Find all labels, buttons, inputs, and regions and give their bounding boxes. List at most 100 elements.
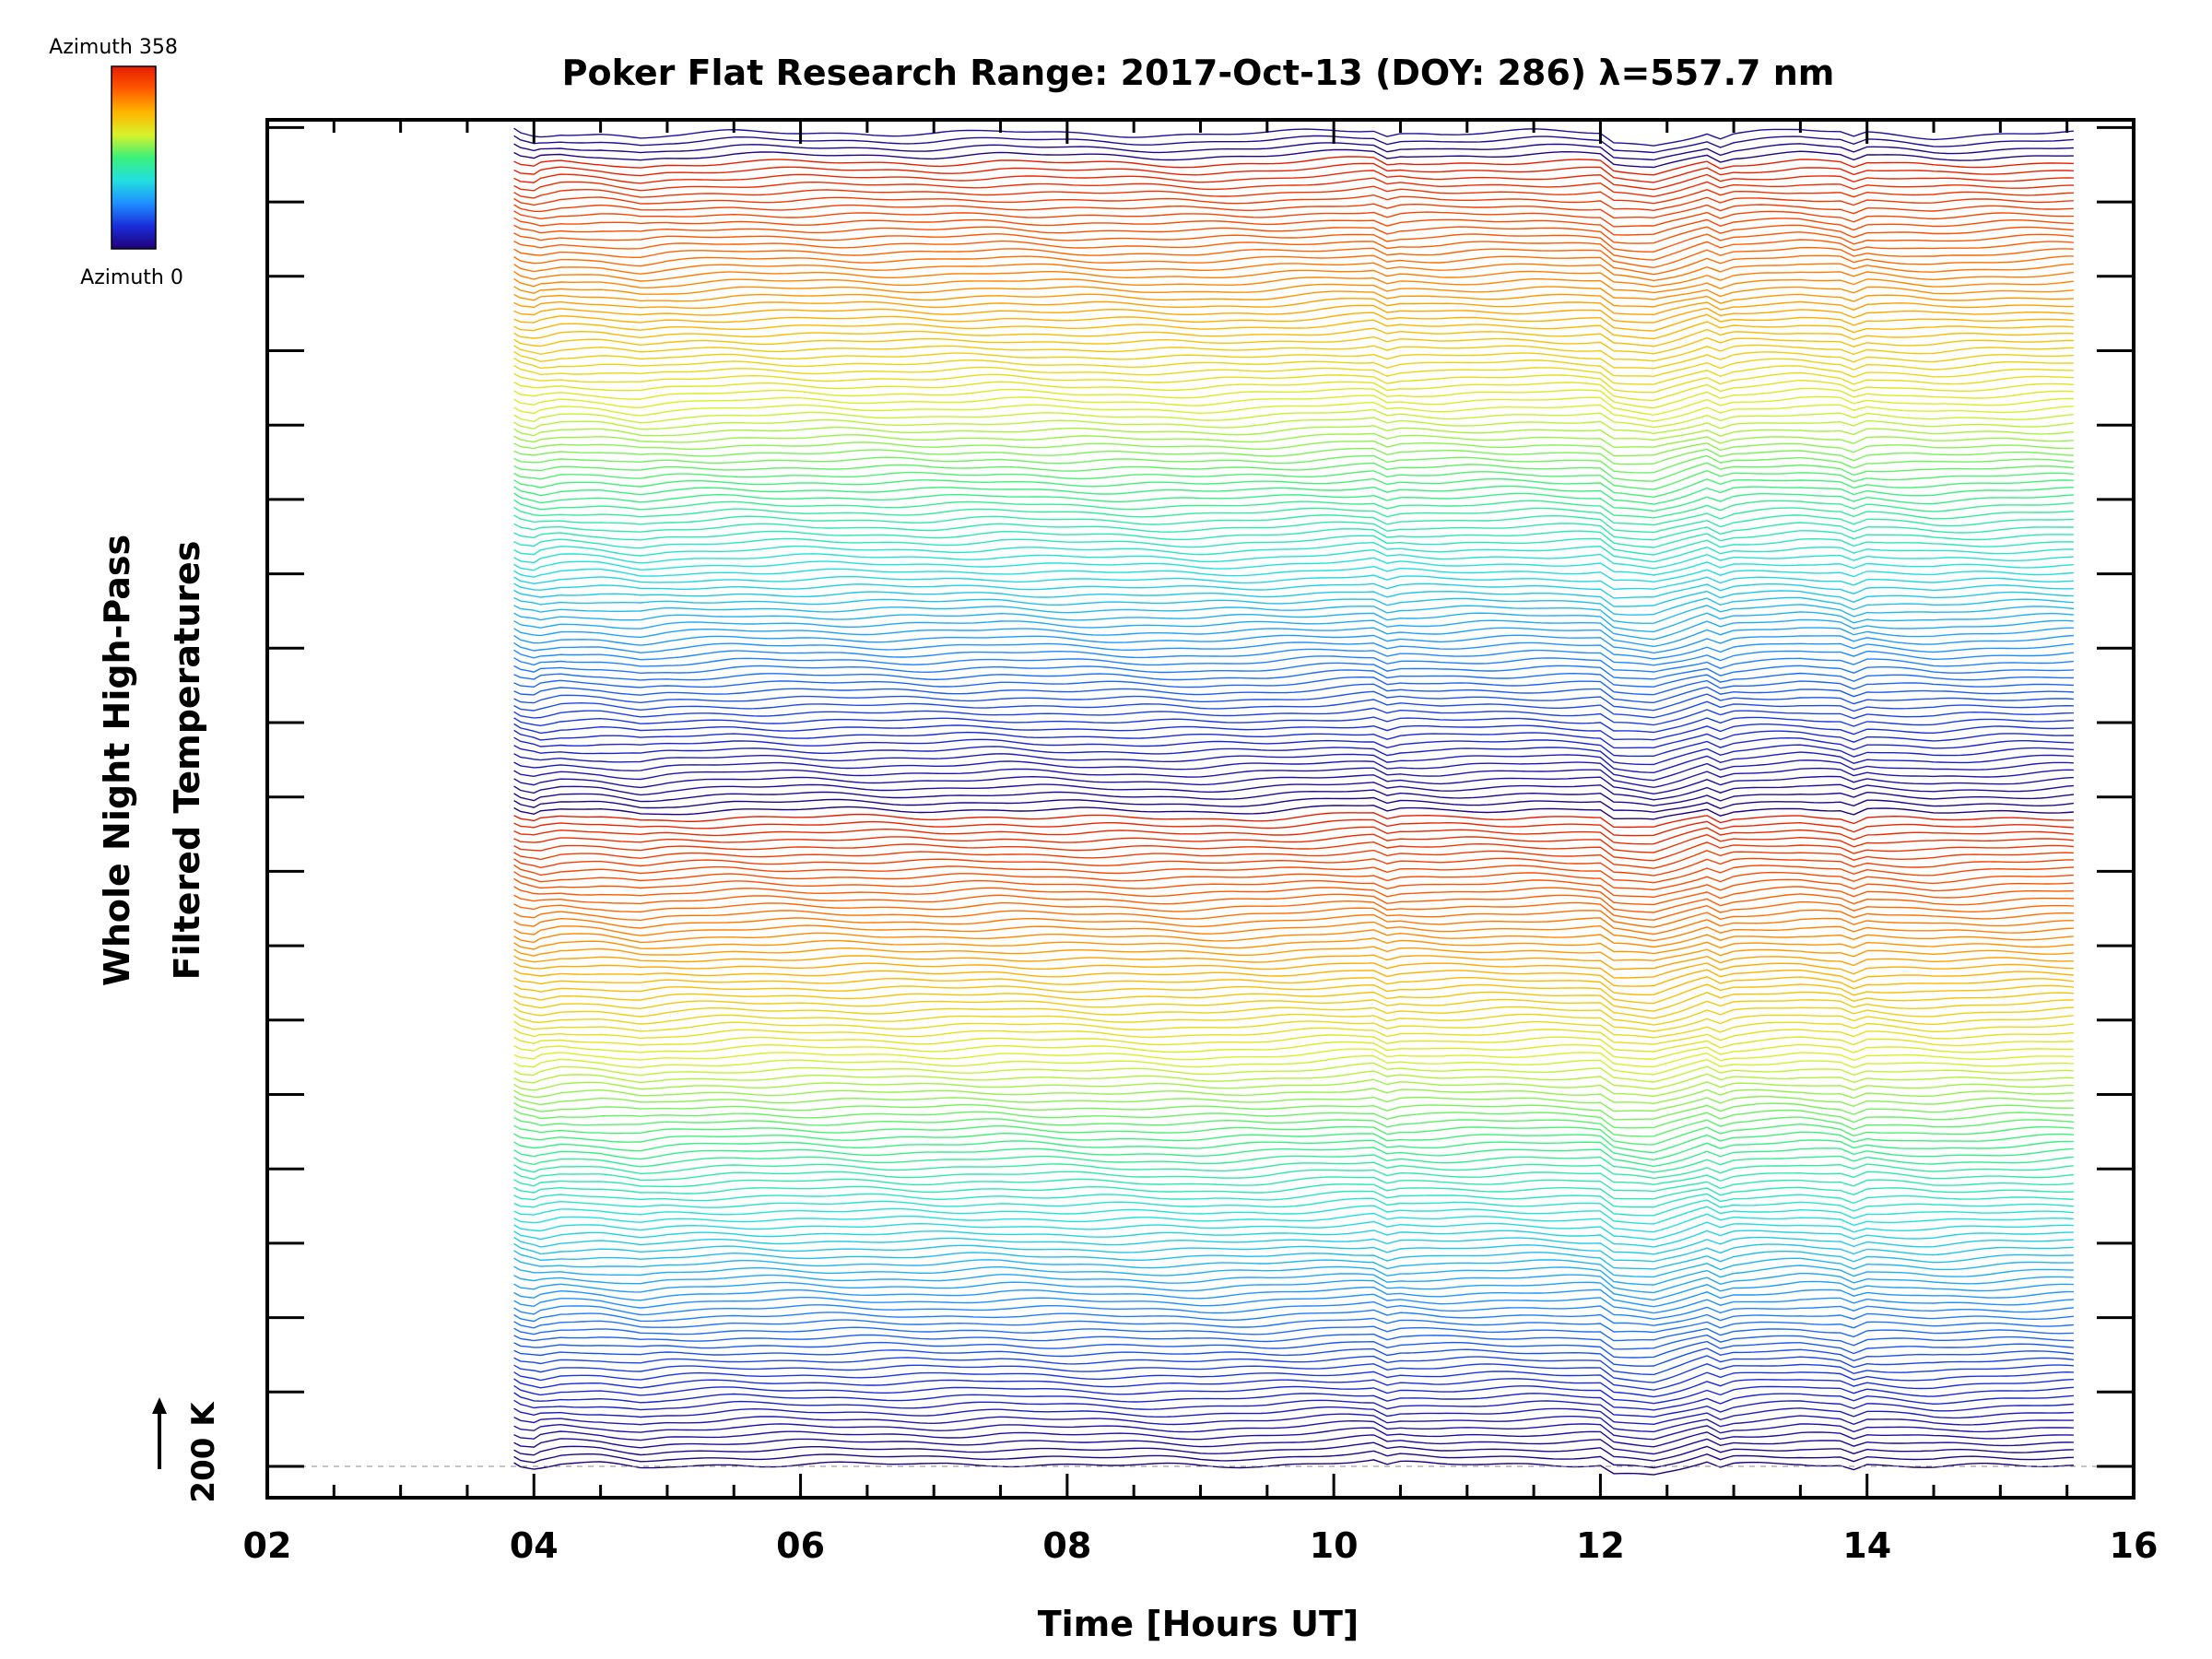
trace-line <box>513 1176 2074 1193</box>
trace-line <box>513 1347 2074 1367</box>
trace-line <box>513 1250 2074 1270</box>
x-tick-label: 04 <box>510 1525 559 1566</box>
trace-line <box>513 1265 2074 1286</box>
trace-line <box>513 148 2074 169</box>
trace-line <box>513 1006 2074 1026</box>
trace-line <box>513 662 2074 680</box>
colorbar-top-label: Azimuth 358 <box>49 36 178 59</box>
trace-line <box>513 729 2074 749</box>
trace-line <box>513 548 2074 570</box>
trace-line <box>513 1459 2074 1476</box>
trace-line <box>513 371 2074 394</box>
trace-line <box>513 907 2074 928</box>
trace-line <box>513 535 2074 556</box>
trace-line <box>513 796 2074 813</box>
trace-line <box>513 707 2074 726</box>
trace-line <box>513 344 2074 362</box>
trace-line <box>513 203 2074 219</box>
trace-line <box>513 789 2074 807</box>
trace-line <box>513 506 2074 526</box>
trace-line <box>513 1427 2074 1448</box>
trace-line <box>513 492 2074 512</box>
trace-line <box>513 1020 2074 1039</box>
trace-line <box>513 394 2074 416</box>
trace-line <box>513 574 2074 591</box>
azimuth-colorbar-legend: Azimuth 358 Azimuth 0 <box>49 36 183 289</box>
trace-line <box>513 1048 2074 1068</box>
trace-line <box>513 774 2074 795</box>
trace-line <box>513 976 2074 995</box>
trace-line <box>513 618 2074 641</box>
trace-line <box>513 224 2074 244</box>
colorbar-bottom-label: Azimuth 0 <box>80 266 183 289</box>
trace-line <box>513 877 2074 899</box>
trace-line <box>513 217 2074 236</box>
trace-line <box>513 262 2074 282</box>
trace-line <box>513 1325 2074 1342</box>
trace-line <box>513 1161 2074 1180</box>
trace-line <box>513 818 2074 837</box>
x-axis-label: Time [Hours UT] <box>1038 1604 1359 1644</box>
trace-line <box>513 604 2074 625</box>
trace-line <box>513 283 2074 300</box>
trace-line <box>513 541 2074 563</box>
trace-line <box>513 379 2074 402</box>
trace-line <box>513 142 2074 161</box>
trace-line <box>513 1378 2074 1398</box>
trace-line <box>513 1242 2074 1263</box>
trace-line <box>513 319 2074 340</box>
trace-line <box>513 514 2074 534</box>
trace-line <box>513 759 2074 782</box>
trace-line <box>513 210 2074 228</box>
scale-bar-label: 200 K <box>185 1401 222 1503</box>
trace-line <box>513 1197 2074 1217</box>
trace-line <box>513 857 2074 877</box>
trace-line <box>513 991 2074 1012</box>
trace-line <box>513 1070 2074 1090</box>
trace-line <box>513 432 2074 449</box>
trace-line <box>513 1095 2074 1112</box>
trace-line <box>513 358 2074 378</box>
trace-line <box>513 641 2074 660</box>
trace-line <box>513 462 2074 482</box>
trace-line <box>513 1190 2074 1208</box>
trace-line <box>513 269 2074 288</box>
trace-line <box>513 998 2074 1019</box>
trace-line <box>513 1154 2074 1173</box>
trace-line <box>513 499 2074 519</box>
trace-line <box>513 849 2074 869</box>
trace-line <box>513 826 2074 845</box>
trace-line <box>513 1406 2074 1426</box>
trace-line <box>513 557 2074 576</box>
trace-line <box>513 582 2074 599</box>
trace-line <box>513 655 2074 673</box>
trace-line <box>513 913 2074 935</box>
trace-line <box>513 1027 2074 1045</box>
trace-line <box>513 335 2074 355</box>
trace-line <box>513 254 2074 276</box>
trace-line <box>513 135 2074 154</box>
trace-line <box>513 983 2074 1005</box>
trace-line <box>513 162 2074 183</box>
trace-line <box>513 596 2074 616</box>
trace-line <box>513 521 2074 541</box>
trace-line <box>513 1230 2074 1248</box>
trace-line <box>513 304 2074 324</box>
trace-line <box>513 954 2074 971</box>
trace-line <box>513 921 2074 942</box>
trace-line <box>513 716 2074 734</box>
trace-line <box>513 744 2074 766</box>
trace-line <box>513 1220 2074 1241</box>
y-axis-ticks <box>267 125 2134 1468</box>
trace-line <box>513 454 2074 474</box>
trace-line <box>513 425 2074 441</box>
trace-line <box>513 127 2074 147</box>
trace-line <box>513 946 2074 962</box>
trace-line <box>513 312 2074 332</box>
x-tick-label: 02 <box>243 1525 292 1566</box>
y-axis-label-line1: Whole Night High-Pass <box>97 535 137 986</box>
trace-line <box>513 1212 2074 1233</box>
trace-line <box>513 962 2074 979</box>
x-tick-label: 16 <box>2110 1525 2159 1566</box>
